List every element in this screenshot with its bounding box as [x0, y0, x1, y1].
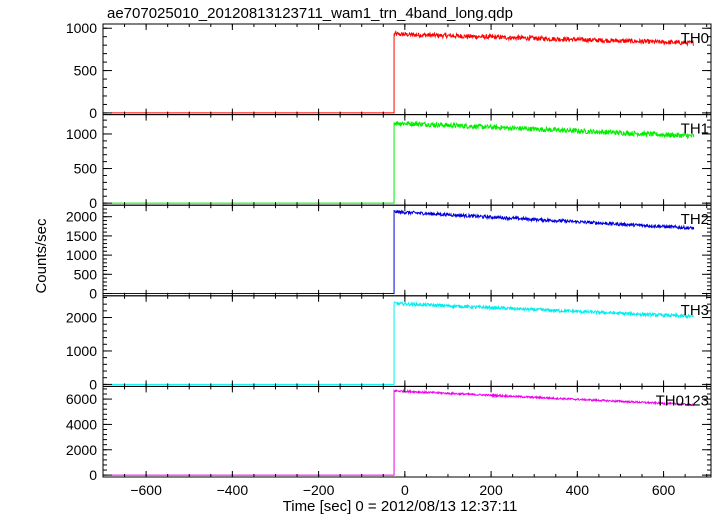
y-tick-label: 1000: [66, 20, 97, 36]
x-tick-label: 400: [566, 482, 590, 498]
y-axis-label: Counts/sec: [33, 218, 50, 294]
x-tick-label: 200: [479, 482, 503, 498]
panel-label-th1: TH1: [681, 121, 709, 138]
y-tick-label: 0: [89, 376, 97, 392]
panel-frame: [102, 23, 712, 116]
panel-label-th0: TH0: [681, 30, 709, 47]
y-tick-label: 2000: [66, 209, 97, 225]
y-tick-label: 1000: [66, 126, 97, 142]
y-tick-label: 500: [74, 63, 98, 79]
panel-th3: 0 1000 2000 TH3: [66, 295, 712, 392]
series-line-th2: [111, 209, 695, 294]
panel-frame: [102, 204, 712, 297]
y-tick-label: 500: [74, 266, 98, 282]
y-tick-label: 2000: [66, 310, 97, 326]
y-tick-label: 500: [74, 161, 98, 177]
panel-label-th3: TH3: [681, 302, 709, 319]
series-line-th1: [111, 119, 695, 204]
panel-label-th2: TH2: [681, 211, 709, 228]
x-tick-label: 0: [401, 482, 409, 498]
panel-th0: 0 500 1000 TH0: [66, 20, 712, 121]
x-tick-label: −400: [217, 482, 249, 498]
series-line-th3: [111, 300, 694, 385]
panel-th0123: 0 2000 4000 6000 TH0123: [66, 385, 712, 483]
y-tick-label: 1500: [66, 228, 97, 244]
y-tick-label: 2000: [66, 442, 97, 458]
y-tick-label: 0: [89, 467, 97, 483]
y-tick-label: 6000: [66, 391, 97, 407]
panel-frame: [102, 385, 712, 478]
y-tick-label: 1000: [66, 247, 97, 263]
y-tick-label: 4000: [66, 416, 97, 432]
x-tick-label: −200: [303, 482, 335, 498]
x-tick-label: 600: [652, 482, 676, 498]
y-tick-label: 0: [89, 195, 97, 211]
y-tick-label: 1000: [66, 343, 97, 359]
y-tick-label: 0: [89, 285, 97, 301]
series-line-th0123: [111, 388, 695, 476]
y-tick-label: 0: [89, 105, 97, 121]
series-line-th0: [111, 30, 694, 114]
panel-th1: 0 500 1000 TH1: [66, 114, 712, 211]
chart-title: ae707025010_20120813123711_wam1_trn_4ban…: [107, 5, 513, 22]
panel-th2: 0 500 1000 1500 2000 TH2: [66, 204, 712, 301]
panel-label-th0123: TH0123: [656, 392, 709, 409]
x-tick-label: −600: [130, 482, 162, 498]
x-axis-label: Time [sec] 0 = 2012/08/13 12:37:11: [283, 498, 518, 515]
panel-frame: [102, 295, 712, 387]
panel-frame: [102, 114, 712, 206]
